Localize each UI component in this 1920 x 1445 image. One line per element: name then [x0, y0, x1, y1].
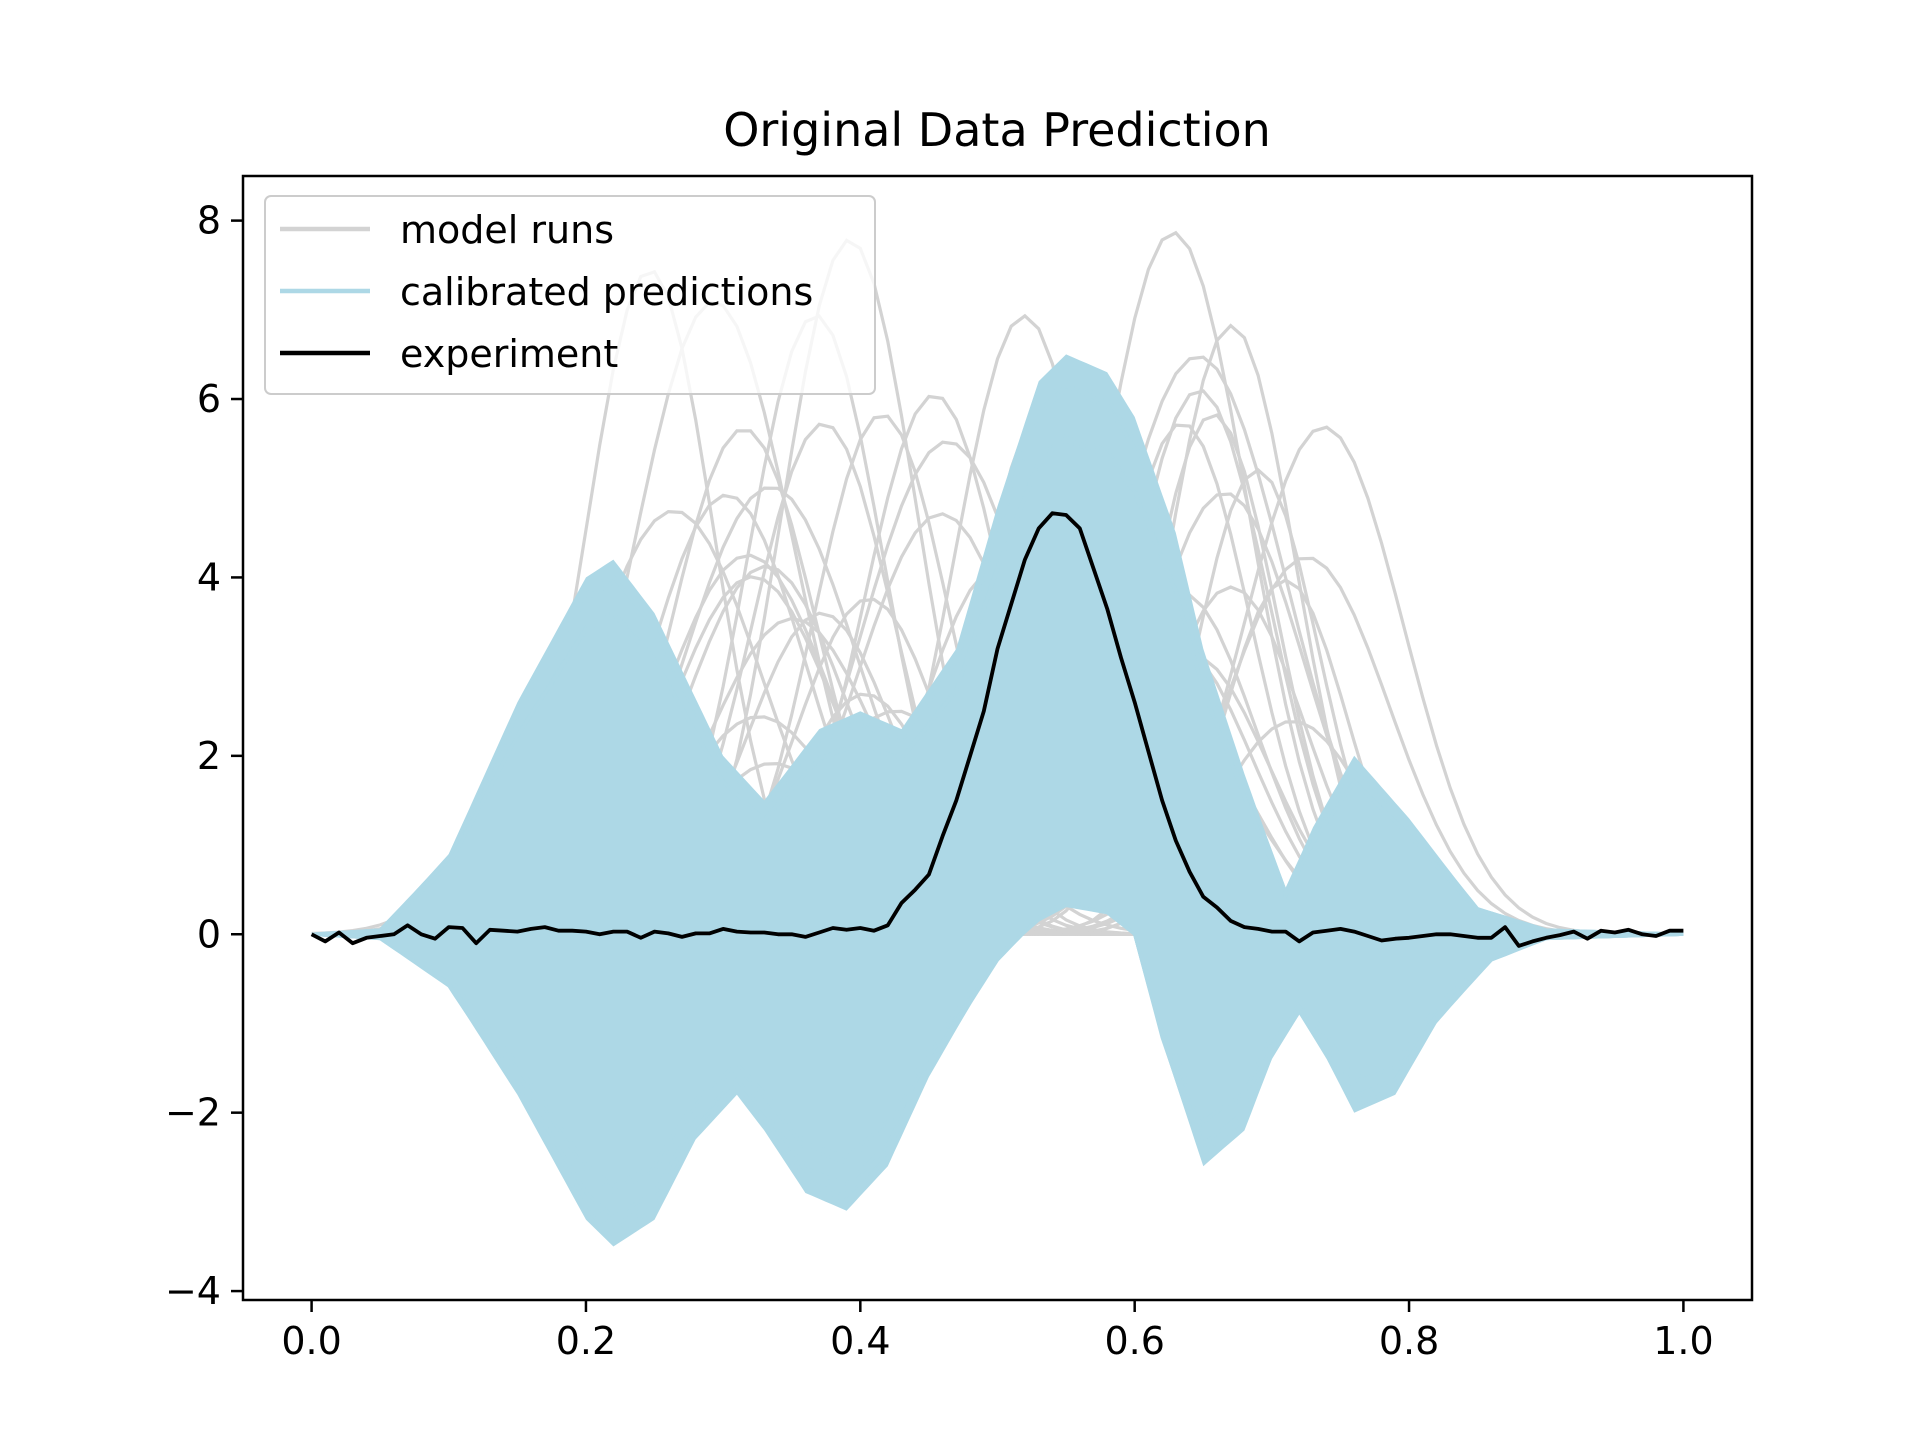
y-tick-label: 6: [197, 377, 221, 421]
calibrated-band: [311, 354, 1684, 1247]
x-tick-label: 1.0: [1653, 1319, 1713, 1363]
x-tick-label: 0.6: [1104, 1319, 1164, 1363]
x-tick-label: 0.8: [1379, 1319, 1439, 1363]
x-tick-label: 0.4: [830, 1319, 890, 1363]
x-tick-label: 0.0: [281, 1319, 341, 1363]
y-tick-label: 4: [197, 555, 221, 599]
x-axis: 0.0 0.2 0.4 0.6 0.8 1.0: [281, 1300, 1714, 1363]
calibrated-prediction-line: [311, 437, 1684, 936]
legend-label-calibrated-predictions: calibrated predictions: [400, 270, 813, 314]
y-tick-label: −2: [165, 1091, 221, 1135]
calibrated-prediction-line: [311, 379, 1684, 936]
legend-label-experiment: experiment: [400, 332, 618, 376]
calibrated-prediction-line: [311, 899, 1684, 1229]
y-tick-label: −4: [165, 1269, 221, 1313]
y-tick-label: 0: [197, 912, 221, 956]
calibrated-prediction-line: [311, 903, 1684, 1188]
y-tick-label: 2: [197, 734, 221, 778]
axes-frame: [241, 174, 1754, 1302]
experiment-line: [310, 511, 1684, 948]
legend-label-model-runs: model runs: [400, 208, 614, 252]
plot-area: [310, 230, 1684, 1247]
y-axis: −4 −2 0 2 4 6 8: [165, 199, 243, 1313]
experiment-layer: [310, 511, 1684, 948]
legend-box: [264, 195, 876, 395]
y-tick-label: 8: [197, 199, 221, 243]
legend: model runs calibrated predictions experi…: [264, 195, 876, 395]
chart-title: Original Data Prediction: [723, 103, 1271, 157]
calibrated-predictions-layer: [311, 354, 1684, 1247]
x-tick-label: 0.2: [556, 1319, 616, 1363]
